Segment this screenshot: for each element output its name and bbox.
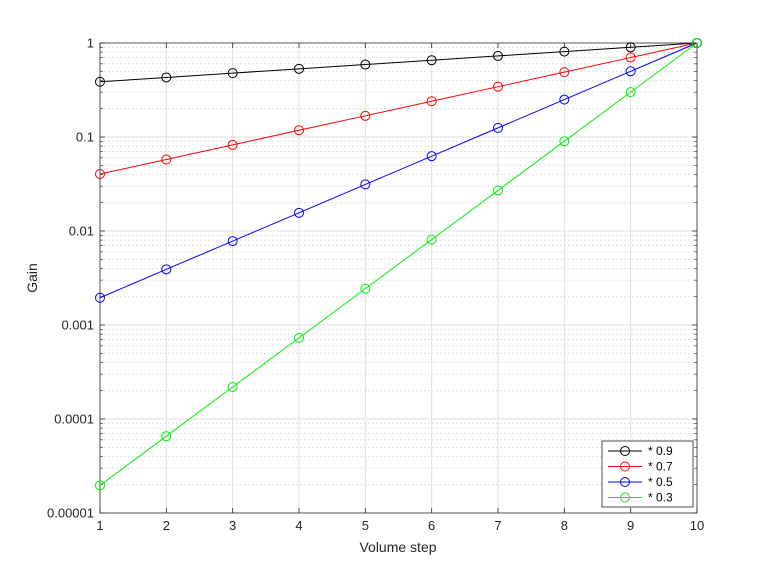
data-point <box>95 480 105 491</box>
data-point <box>95 76 105 87</box>
data-point <box>294 207 304 218</box>
data-point <box>559 46 570 57</box>
legend-box <box>601 440 694 508</box>
data-point <box>161 154 172 165</box>
x-axis-label: Volume step <box>359 539 436 555</box>
data-point <box>426 234 437 245</box>
x-tick-label: 6 <box>428 518 435 533</box>
data-point <box>95 169 105 180</box>
x-tick-label: 7 <box>494 518 501 533</box>
series-line <box>99 42 698 175</box>
data-point <box>559 136 570 147</box>
series-3 <box>95 38 702 491</box>
data-point <box>227 236 238 247</box>
legend-item: * 0.9 <box>608 444 673 458</box>
data-point <box>360 110 371 121</box>
legend-marker <box>620 477 630 487</box>
y-tick-label: 1 <box>87 36 94 51</box>
legend-marker <box>620 446 630 456</box>
legend-item: * 0.3 <box>608 491 673 505</box>
y-tick-label: 0.00001 <box>47 506 94 521</box>
series-line <box>99 42 698 299</box>
y-axis-label: Gain <box>24 263 40 293</box>
data-point <box>493 122 503 133</box>
y-tick-label: 0.01 <box>69 224 94 239</box>
series-1 <box>95 38 702 180</box>
data-point <box>426 151 437 162</box>
data-point <box>426 96 437 107</box>
data-point <box>227 139 238 150</box>
series-line <box>99 42 698 83</box>
legend-label: * 0.7 <box>648 460 673 474</box>
data-point <box>625 52 636 63</box>
data-point <box>625 42 636 53</box>
data-point <box>294 63 304 74</box>
axes: 1 2 3 4 5 6 7 8 9 10 0.00001 0.0001 0.001 0.01 0.1 1 <box>47 36 704 534</box>
data-point <box>294 125 304 136</box>
plot-area <box>99 42 698 514</box>
legend-label: * 0.5 <box>648 475 673 489</box>
y-tick-label: 0.1 <box>76 130 94 145</box>
data-point <box>161 431 172 442</box>
legend-marker <box>620 492 630 503</box>
y-tick-label: 0.0001 <box>54 412 94 427</box>
series-layer <box>95 38 702 491</box>
data-point <box>625 66 636 77</box>
data-point <box>493 50 503 61</box>
legend-label: * 0.3 <box>648 491 673 505</box>
data-point <box>493 81 503 92</box>
data-point <box>161 72 172 83</box>
series-line <box>99 42 698 486</box>
data-point <box>625 87 636 98</box>
data-point <box>95 292 105 303</box>
data-point <box>559 67 570 78</box>
data-point <box>161 264 172 275</box>
x-tick-label: 4 <box>295 518 302 533</box>
grid <box>100 43 697 513</box>
data-point <box>294 332 304 343</box>
legend-marker <box>620 461 630 472</box>
legend-item: * 0.7 <box>608 460 673 474</box>
data-point <box>360 179 371 190</box>
data-point <box>227 68 238 79</box>
data-point <box>360 59 371 70</box>
legend-label: * 0.9 <box>648 444 673 458</box>
y-tick-label: 0.001 <box>61 318 94 333</box>
x-tick-label: 10 <box>690 518 704 533</box>
x-tick-label: 1 <box>96 518 103 533</box>
data-point <box>559 94 570 105</box>
x-tick-label: 3 <box>229 518 236 533</box>
data-point <box>227 381 238 392</box>
legend: * 0.9 * 0.7* 0.5 * 0.3 <box>601 440 694 508</box>
data-point <box>360 283 371 294</box>
x-tick-label: 5 <box>362 518 369 533</box>
data-point <box>493 185 503 196</box>
data-point <box>692 38 702 48</box>
legend-item: * 0.5 <box>608 475 673 489</box>
data-point <box>426 55 437 66</box>
x-tick-label: 2 <box>163 518 170 533</box>
x-tick-label: 9 <box>627 518 634 533</box>
x-tick-label: 8 <box>561 518 568 533</box>
